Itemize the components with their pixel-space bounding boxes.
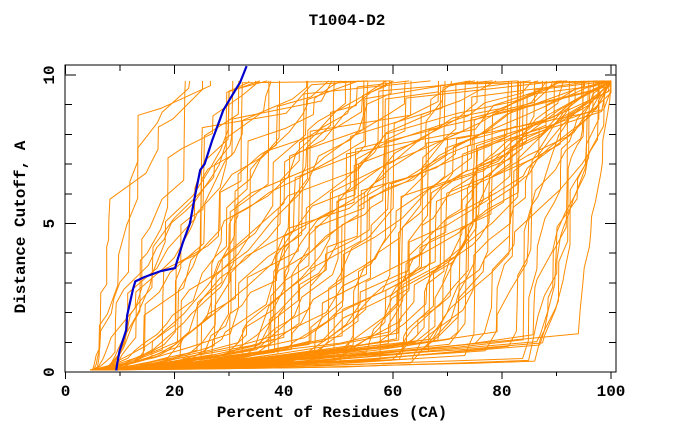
x-tick-label: 0 (61, 383, 71, 401)
model-curve (101, 80, 493, 371)
model-curve (96, 80, 487, 371)
model-curve (95, 80, 600, 371)
model-curve (94, 80, 368, 371)
x-axis-label: Percent of Residues (CA) (216, 404, 448, 422)
x-tick-label: 20 (165, 383, 184, 401)
model-curve (96, 80, 524, 371)
chart-title: T1004-D2 (308, 12, 386, 30)
model-curve (95, 80, 522, 371)
model-curve (96, 80, 612, 371)
model-curve (98, 80, 598, 371)
x-tick-label: 40 (274, 383, 293, 401)
model-curve (100, 80, 606, 371)
model-curve (96, 80, 203, 371)
axis-frame (64, 64, 617, 373)
model-curve (104, 80, 268, 371)
model-curve (94, 80, 562, 371)
model-curve (92, 80, 342, 371)
model-curve (93, 80, 609, 371)
model-curve (93, 80, 513, 371)
model-curve (91, 80, 608, 371)
reference-curve (115, 65, 248, 371)
model-curve (96, 80, 385, 371)
model-curve (93, 80, 352, 371)
model-curve (98, 80, 600, 371)
model-curve (90, 80, 280, 371)
model-curve (104, 80, 564, 371)
model-curve (104, 80, 256, 371)
model-curve (92, 80, 272, 371)
model-curve (92, 80, 191, 371)
x-tick-label: 80 (492, 383, 511, 401)
model-curve (99, 80, 600, 371)
model-curve (91, 80, 431, 371)
model-curve (92, 80, 270, 371)
model-curve (91, 80, 391, 371)
model-curve (92, 80, 612, 371)
model-curve (97, 80, 612, 371)
model-curve (98, 80, 308, 371)
y-tick-label: 0 (41, 367, 59, 377)
model-curve (91, 80, 211, 371)
model-curve (90, 80, 554, 371)
model-curve (90, 80, 612, 371)
y-tick-label: 5 (41, 219, 59, 229)
model-curve (104, 80, 309, 371)
y-tick-label: 10 (41, 65, 59, 84)
model-curve (92, 80, 261, 371)
model-curve (94, 80, 446, 371)
model-curve (100, 80, 612, 371)
x-tick-label: 60 (383, 383, 402, 401)
model-curve (104, 80, 466, 371)
model-curve (92, 80, 392, 371)
model-curve (101, 80, 612, 371)
x-tick-label: 100 (597, 383, 626, 401)
